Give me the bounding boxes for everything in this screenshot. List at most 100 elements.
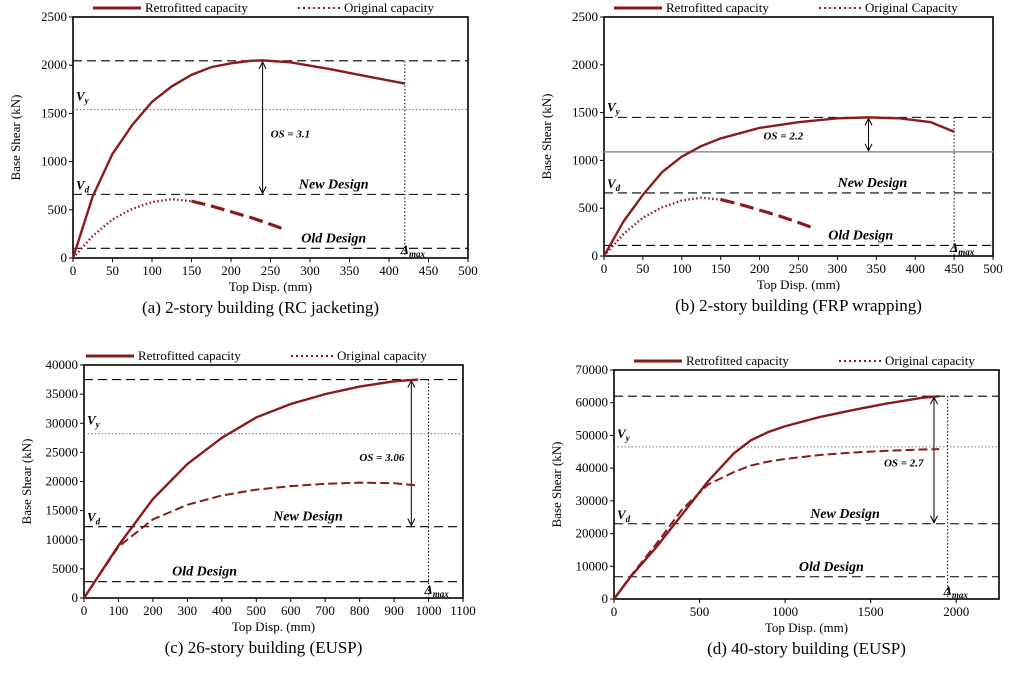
legend-label-original: Original capacity	[885, 353, 975, 368]
y-axis-label: Base Shear (kN)	[19, 439, 34, 525]
x-tick-label: 450	[944, 261, 964, 276]
x-axis-label: Top Disp. (mm)	[765, 620, 848, 635]
plot-frame	[83, 364, 464, 599]
x-tick-label: 400	[212, 603, 232, 618]
x-tick-label: 600	[281, 603, 301, 618]
x-tick-label: 100	[142, 263, 162, 278]
legend-label-original: Original capacity	[337, 348, 427, 363]
series-line-retrofitted	[613, 394, 940, 600]
x-axis-label: Top Disp. (mm)	[232, 619, 315, 634]
y-tick-label: 1000	[41, 154, 67, 169]
x-tick-label: 0	[70, 263, 77, 278]
os-arrow-head-bottom	[407, 518, 416, 527]
x-tick-label: 150	[711, 261, 731, 276]
x-tick-label: 1100	[450, 603, 476, 618]
x-tick-label: 1000	[416, 603, 442, 618]
x-tick-label: 100	[109, 603, 129, 618]
y-tick-label: 2500	[572, 9, 598, 24]
y-tick-label: 20000	[576, 526, 609, 541]
x-tick-label: 0	[601, 261, 608, 276]
old-design-label: Old Design	[799, 560, 864, 575]
x-tick-label: 500	[458, 263, 478, 278]
y-tick-label: 2000	[572, 57, 598, 72]
series-line-original	[191, 199, 287, 232]
x-tick-label: 250	[789, 261, 809, 276]
os-arrow-head-bottom	[864, 143, 873, 152]
delta-max-label: Δmax	[424, 582, 450, 599]
y-tick-label: 2500	[41, 9, 67, 24]
new-design-label: New Design	[837, 176, 908, 191]
legend-label-retrofitted: Retrofitted capacity	[666, 0, 769, 15]
chart-panel-d: 0 10000 20000 30000 40000 50000 60000 70000 0 500…	[549, 353, 1000, 658]
y-axis-label: Base Shear (kN)	[8, 95, 23, 181]
y-tick-label: 0	[602, 591, 609, 606]
old-design-label: Old Design	[172, 565, 237, 580]
y-tick-label: 1500	[41, 105, 67, 120]
vd-label: Vd	[76, 177, 90, 194]
legend-label-original: Original Capacity	[865, 0, 958, 15]
series-line-retrofitted	[82, 378, 419, 599]
x-tick-label: 800	[350, 603, 370, 618]
x-axis-label: Top Disp. (mm)	[757, 277, 840, 292]
x-tick-label: 450	[419, 263, 439, 278]
y-tick-label: 40000	[576, 460, 609, 475]
x-tick-label: 400	[379, 263, 399, 278]
x-tick-label: 900	[384, 603, 404, 618]
y-tick-label: 40000	[46, 357, 79, 372]
old-design-label: Old Design	[828, 228, 893, 243]
panel-caption: (d) 40-story building (EUSP)	[707, 639, 906, 658]
x-tick-label: 400	[905, 261, 925, 276]
legend-label-retrofitted: Retrofitted capacity	[138, 348, 241, 363]
y-tick-label: 70000	[576, 362, 609, 377]
chart-panel-a: 0 500 1000 1500 2000 2500 0 50 100 150 200 250 300 35…	[8, 0, 478, 317]
vy-label: Vy	[87, 413, 101, 430]
y-tick-label: 30000	[576, 493, 609, 508]
x-tick-label: 0	[611, 604, 618, 619]
panel-caption: (b) 2-story building (FRP wrapping)	[675, 296, 922, 315]
y-tick-label: 500	[48, 202, 68, 217]
delta-max-label: Δmax	[949, 240, 975, 257]
os-label: OS = 2.7	[884, 458, 924, 470]
os-arrow-head-bottom	[930, 515, 938, 524]
vd-label: Vd	[87, 510, 101, 527]
y-tick-label: 500	[579, 200, 599, 215]
x-tick-label: 200	[750, 261, 770, 276]
x-tick-label: 100	[672, 261, 692, 276]
x-tick-label: 1500	[858, 604, 884, 619]
new-design-label: New Design	[298, 177, 369, 192]
x-tick-label: 300	[300, 263, 320, 278]
y-tick-label: 0	[72, 590, 79, 605]
y-tick-label: 35000	[46, 386, 79, 401]
y-tick-label: 20000	[46, 474, 79, 489]
new-design-label: New Design	[809, 507, 880, 522]
y-tick-label: 0	[61, 250, 68, 265]
plot-frame	[613, 369, 1000, 600]
y-tick-label: 25000	[46, 444, 79, 459]
y-tick-label: 2000	[41, 57, 67, 72]
chart-panel-b: 0 500 1000 1500 2000 2500 0 50 100 150 200 250 300 35…	[539, 0, 1003, 315]
vy-label: Vy	[617, 426, 631, 443]
chart-panel-c: 0500010000150002000025000300003500040000…	[19, 348, 476, 657]
y-axis-label: Base Shear (kN)	[539, 94, 554, 180]
panel-caption: (c) 26-story building (EUSP)	[165, 638, 363, 657]
os-arrow-head-top	[258, 60, 267, 70]
y-tick-label: 10000	[46, 532, 79, 547]
x-tick-label: 350	[867, 261, 887, 276]
y-tick-label: 15000	[46, 503, 79, 518]
y-tick-label: 10000	[576, 558, 609, 573]
x-axis-label: Top Disp. (mm)	[229, 279, 312, 294]
delta-max-label: Δmax	[400, 242, 426, 259]
y-tick-label: 5000	[52, 561, 78, 576]
os-label: OS = 3.06	[359, 452, 405, 464]
os-label: OS = 3.1	[271, 129, 311, 141]
x-tick-label: 200	[143, 603, 163, 618]
vy-label: Vy	[76, 89, 90, 106]
x-tick-label: 0	[81, 603, 88, 618]
old-design-label: Old Design	[301, 231, 366, 246]
legend-label-retrofitted: Retrofitted capacity	[686, 353, 789, 368]
delta-max-label: Δmax	[943, 583, 969, 600]
y-tick-label: 1500	[572, 105, 598, 120]
series-line-original	[72, 197, 192, 259]
